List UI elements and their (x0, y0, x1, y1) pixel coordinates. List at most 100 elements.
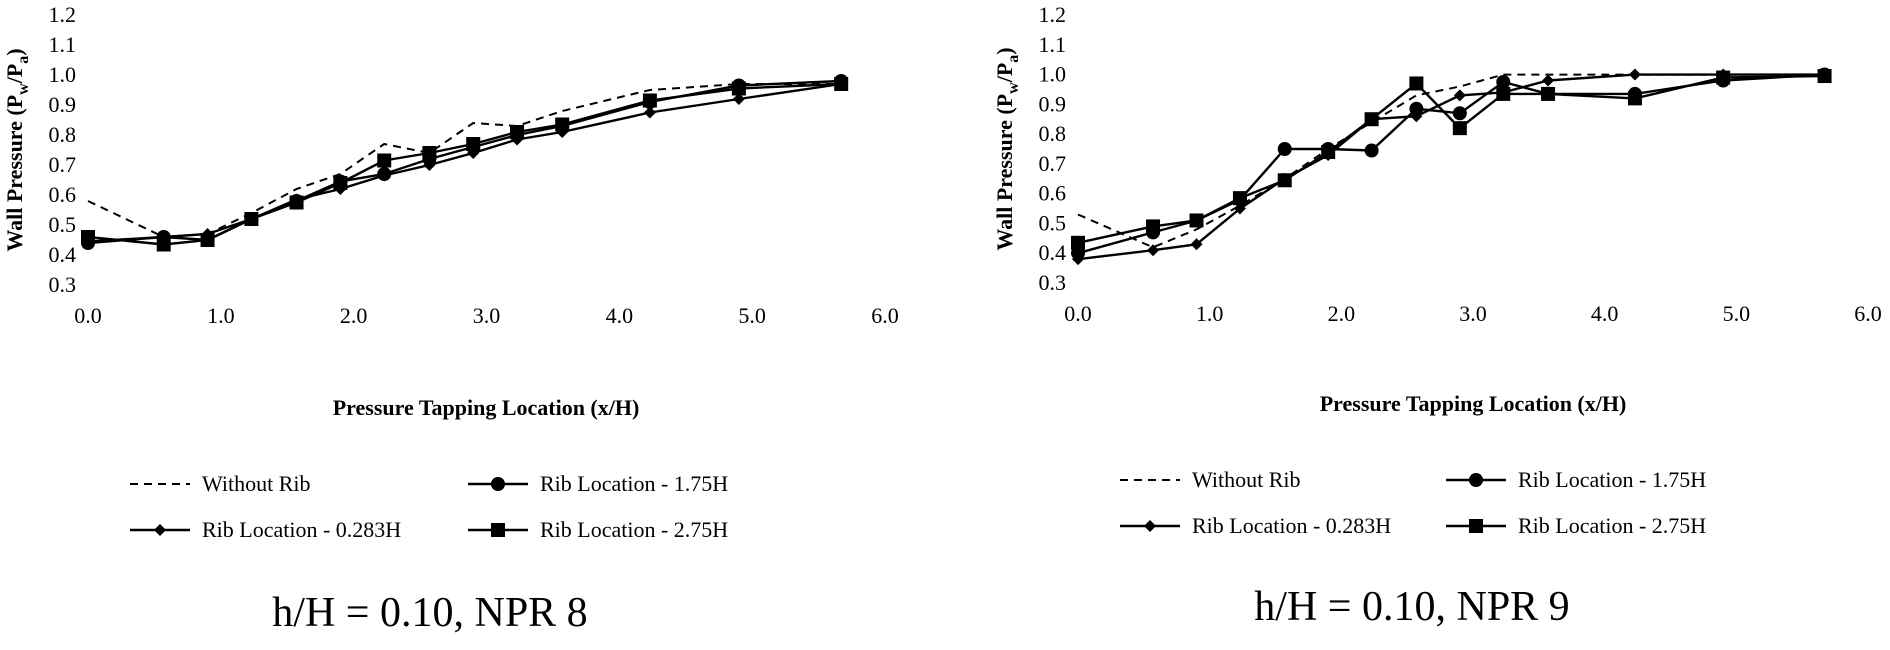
data-point (1190, 238, 1203, 251)
data-point (1364, 112, 1379, 127)
series-rib-location-0-283h (82, 78, 848, 248)
data-point (834, 77, 849, 91)
y-axis-label-subscript: w (1005, 82, 1022, 94)
y-tick-label: 1.2 (49, 2, 77, 27)
legend-entry: Rib Location - 2.75H (468, 517, 728, 542)
x-axis-label: Pressure Tapping Location (x/H) (1320, 391, 1627, 416)
y-tick-label: 0.5 (49, 212, 77, 237)
legend-marker (491, 477, 505, 491)
series-rib-location-0-283h (1072, 68, 1831, 266)
y-tick-label: 1.0 (1039, 62, 1067, 87)
data-point (377, 153, 392, 168)
data-point (289, 195, 304, 210)
series-rib-location-2-75h (81, 77, 849, 252)
data-point (1627, 91, 1642, 106)
data-point (731, 81, 746, 96)
y-axis-label-part: ) (2, 48, 27, 55)
legend-marker (1144, 520, 1156, 532)
series-line (87, 83, 842, 239)
legend-entry: Without Rib (1120, 467, 1301, 492)
data-point (1817, 69, 1832, 84)
legend-label: Rib Location - 2.75H (540, 517, 728, 542)
data-point (422, 146, 437, 160)
data-point (1277, 173, 1292, 188)
series-line (87, 82, 842, 246)
legend-entry: Rib Location - 1.75H (468, 471, 728, 496)
y-axis-label-part: /P (992, 63, 1017, 84)
data-point (510, 125, 525, 139)
data-point (1321, 144, 1336, 159)
legend-entry: Without Rib (130, 471, 311, 496)
x-tick-label: 3.0 (1459, 301, 1487, 326)
x-axis-label: Pressure Tapping Location (x/H) (333, 395, 640, 420)
y-tick-label: 0.6 (1039, 181, 1067, 206)
legend-label: Without Rib (1192, 467, 1301, 492)
legend-marker (154, 524, 166, 536)
data-point (1716, 70, 1731, 85)
data-point (1146, 219, 1161, 234)
y-tick-label: 0.6 (49, 182, 77, 207)
series-line (87, 82, 842, 243)
y-tick-label: 0.8 (49, 122, 77, 147)
data-point (333, 176, 348, 190)
y-tick-label: 1.2 (1039, 2, 1067, 27)
data-point (156, 237, 171, 252)
y-axis-label: Wall Pressure (Pw/Pa) (2, 48, 32, 251)
data-point (466, 137, 481, 151)
data-point (1409, 101, 1424, 116)
y-axis-label-part: /P (2, 64, 27, 85)
legend-label: Rib Location - 0.283H (1192, 513, 1391, 538)
data-point (1277, 142, 1292, 156)
y-axis-label: Wall Pressure (Pw/Pa) (992, 47, 1022, 250)
y-axis-label-part: Wall Pressure (P (992, 94, 1017, 251)
data-point (1364, 143, 1379, 158)
legend-marker (1469, 519, 1483, 533)
data-point (642, 93, 657, 108)
series-without-rib (87, 83, 842, 239)
y-axis-label-part: Wall Pressure (P (2, 95, 27, 252)
y-tick-label: 0.9 (49, 92, 77, 117)
data-point (1496, 75, 1511, 89)
data-point (1453, 89, 1466, 102)
y-tick-label: 0.7 (49, 152, 77, 177)
y-axis-label-subscript: a (1005, 55, 1022, 63)
data-point (81, 230, 95, 244)
data-point (244, 212, 259, 226)
data-point (1409, 76, 1424, 91)
series-line (1077, 73, 1825, 261)
chart-caption: h/H = 0.10, NPR 9 (1254, 584, 1569, 630)
x-tick-label: 4.0 (606, 303, 634, 328)
y-tick-label: 0.9 (1039, 91, 1067, 116)
series-rib-location-1-75h (1071, 67, 1832, 261)
data-point (1452, 106, 1467, 121)
legend-label: Without Rib (202, 471, 311, 496)
legend-marker (1469, 473, 1483, 487)
x-tick-label: 1.0 (1196, 301, 1224, 326)
legend-label: Rib Location - 1.75H (1518, 467, 1706, 492)
legend-label: Rib Location - 1.75H (540, 471, 728, 496)
y-tick-label: 1.1 (1039, 32, 1067, 57)
data-point (1628, 68, 1641, 81)
data-point (1071, 235, 1085, 250)
y-tick-label: 0.4 (1039, 240, 1067, 265)
data-point (1541, 86, 1556, 101)
y-tick-label: 1.0 (49, 62, 77, 87)
legend-entry: Rib Location - 1.75H (1446, 467, 1706, 492)
series-line (87, 79, 842, 245)
data-point (1232, 191, 1247, 206)
x-tick-label: 2.0 (340, 303, 368, 328)
legend-marker (491, 523, 505, 537)
data-point (732, 93, 745, 105)
x-tick-label: 2.0 (1328, 301, 1356, 326)
y-axis-label-subscript: w (15, 83, 32, 95)
legend-entry: Rib Location - 0.283H (1120, 513, 1391, 538)
data-point (200, 233, 215, 247)
x-tick-label: 6.0 (871, 303, 899, 328)
x-tick-label: 6.0 (1854, 301, 1882, 326)
data-point (1189, 213, 1204, 228)
legend-label: Rib Location - 0.283H (202, 517, 401, 542)
y-tick-label: 0.8 (1039, 121, 1067, 146)
data-point (1496, 86, 1511, 101)
y-tick-label: 0.3 (49, 272, 77, 297)
